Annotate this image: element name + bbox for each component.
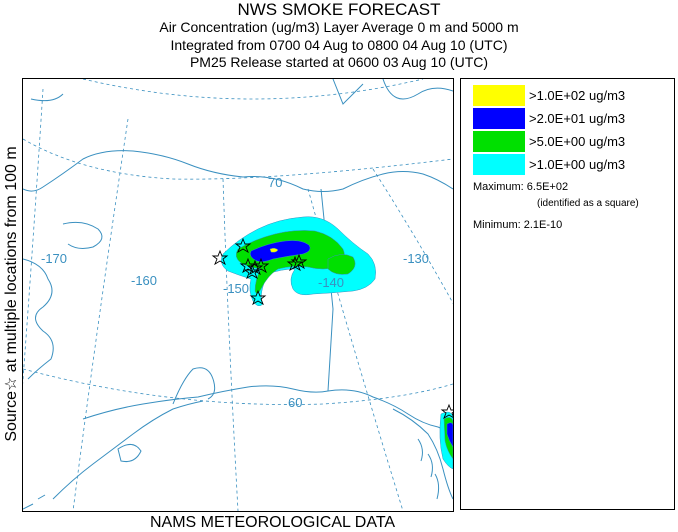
cook-inlet xyxy=(172,367,216,405)
smoke-map: 70 60 -170 -160 -150 -140 -130 xyxy=(23,79,453,511)
source-star xyxy=(211,249,229,266)
meridian-170 xyxy=(23,88,44,385)
legend-item-100: >1.0E+02 ug/m3 xyxy=(473,85,625,106)
minimum-value: Minimum: 2.1E-10 xyxy=(473,219,563,231)
kodiak-island xyxy=(117,444,142,462)
source-star xyxy=(249,289,267,306)
source-locations-text: Source☆ at multiple locations from 100 m xyxy=(3,146,20,442)
alaska-south-coast xyxy=(82,385,453,436)
legend-swatch-green xyxy=(473,131,525,152)
plume-contour-5-green-east xyxy=(327,254,356,275)
legend-label: >1.0E+00 ug/m3 xyxy=(529,157,626,172)
source-star xyxy=(234,237,252,254)
lat-label-60: 60 xyxy=(288,395,302,410)
data-source-footer: NAMS METEOROLOGICAL DATA xyxy=(150,514,396,531)
seward-peninsula xyxy=(62,221,103,249)
source-star xyxy=(252,257,270,274)
release-info: PM25 Release started at 0600 03 Aug 10 (… xyxy=(189,54,489,70)
source-locations-label: Source☆ at multiple locations from 100 m xyxy=(0,78,22,510)
coastline xyxy=(23,79,453,510)
legend-item-1: >1.0E+00 ug/m3 xyxy=(473,154,625,175)
legend-label: >2.0E+01 ug/m3 xyxy=(529,111,626,126)
aleutian-islands xyxy=(23,494,46,510)
maximum-note: (identified as a square) xyxy=(537,198,639,209)
source-star xyxy=(286,255,304,272)
lon-label-140: -140 xyxy=(318,275,344,290)
maximum-value: Maximum: 6.5E+02 xyxy=(473,181,569,193)
alaska-peninsula xyxy=(52,400,204,500)
lat-label-70: 70 xyxy=(268,175,282,190)
lon-label-170: -170 xyxy=(41,251,67,266)
alaska-west-coast xyxy=(23,258,54,380)
latitude-line-60 xyxy=(23,368,453,405)
panhandle-plume-blue xyxy=(446,422,453,448)
legend-swatch-yellow xyxy=(473,85,525,106)
legend-item-20: >2.0E+01 ug/m3 xyxy=(473,108,625,129)
forecast-title: NWS SMOKE FORECAST xyxy=(237,0,441,19)
panhandle-islands xyxy=(417,438,440,500)
source-star xyxy=(246,259,264,276)
panhandle-coast xyxy=(392,408,453,500)
latitude-line-80 xyxy=(82,79,424,100)
lon-label-130: -130 xyxy=(403,251,429,266)
legend-swatch-blue xyxy=(473,108,525,129)
map-panel: 70 60 -170 -160 -150 -140 -130 xyxy=(22,78,454,512)
canada-arctic-coast xyxy=(332,79,453,105)
legend-item-5: >5.0E+00 ug/m3 xyxy=(473,131,625,152)
legend-swatch-cyan xyxy=(473,154,525,175)
legend-label: >5.0E+00 ug/m3 xyxy=(529,134,626,149)
source-star xyxy=(243,263,261,280)
plume-contour-20-blue xyxy=(250,240,311,262)
lon-label-150: -150 xyxy=(223,281,249,296)
meridian-130 xyxy=(372,168,453,304)
meridian-150 xyxy=(222,178,239,511)
latitude-line-70 xyxy=(23,138,453,180)
concentration-subtitle: Air Concentration (ug/m3) Layer Average … xyxy=(159,19,519,35)
integration-period: Integrated from 0700 04 Aug to 0800 04 A… xyxy=(170,37,508,53)
lon-label-160: -160 xyxy=(131,273,157,288)
alaska-north-coast xyxy=(23,93,453,192)
plume-contour-100-yellow xyxy=(269,247,279,253)
source-markers xyxy=(211,237,453,420)
legend-label: >1.0E+02 ug/m3 xyxy=(529,88,626,103)
source-star xyxy=(440,403,453,420)
legend-panel: >1.0E+02 ug/m3 >2.0E+01 ug/m3 >5.0E+00 u… xyxy=(460,78,675,510)
meridian-160 xyxy=(72,118,129,511)
